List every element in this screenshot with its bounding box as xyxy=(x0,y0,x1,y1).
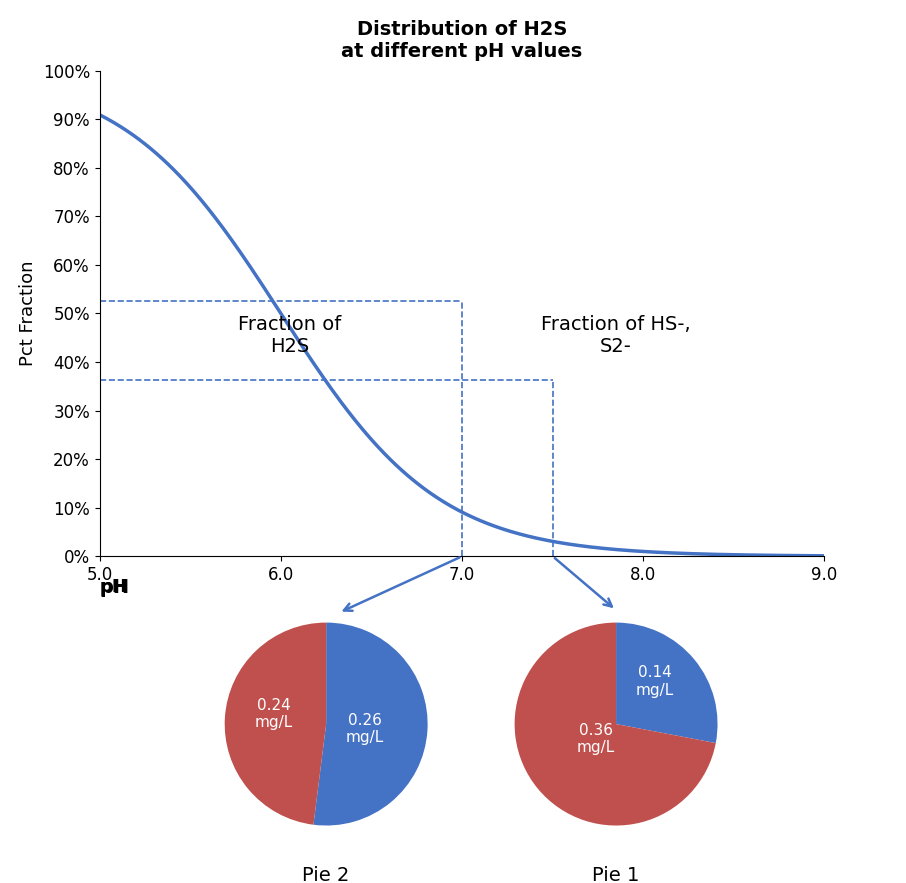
Title: Distribution of H2S
at different pH values: Distribution of H2S at different pH valu… xyxy=(342,19,583,61)
Title: Pie 2: Pie 2 xyxy=(303,866,350,883)
Wedge shape xyxy=(313,623,428,826)
Title: Pie 1: Pie 1 xyxy=(593,866,640,883)
Wedge shape xyxy=(515,623,716,826)
Text: 0.36
mg/L: 0.36 mg/L xyxy=(576,723,615,756)
Text: Fraction of
H2S: Fraction of H2S xyxy=(238,315,342,356)
Text: 0.24
mg/L: 0.24 mg/L xyxy=(255,698,293,730)
Text: 0.14
mg/L: 0.14 mg/L xyxy=(635,665,674,698)
Text: 0.26
mg/L: 0.26 mg/L xyxy=(345,713,384,745)
Text: pH: pH xyxy=(100,578,128,596)
Wedge shape xyxy=(225,623,326,825)
Wedge shape xyxy=(616,623,718,743)
Text: Fraction of HS-,
S2-: Fraction of HS-, S2- xyxy=(541,315,691,356)
Text: pH: pH xyxy=(100,578,130,598)
Y-axis label: Pct Fraction: Pct Fraction xyxy=(19,260,37,366)
